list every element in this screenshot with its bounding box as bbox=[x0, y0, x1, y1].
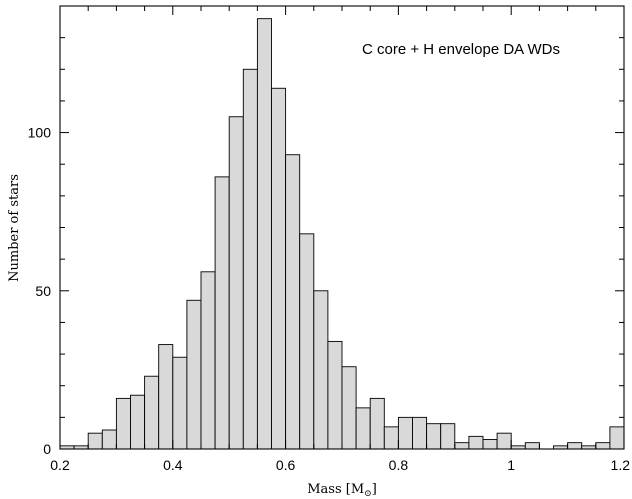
histogram-bar bbox=[412, 416, 428, 450]
histogram-bars bbox=[59, 18, 625, 450]
histogram-bar bbox=[369, 397, 385, 450]
histogram-bar bbox=[454, 442, 470, 450]
histogram-bar bbox=[101, 429, 117, 450]
histogram-bar bbox=[130, 394, 146, 450]
y-tick-label: 0 bbox=[43, 441, 51, 457]
histogram-bar bbox=[524, 442, 540, 450]
x-tick-label: 0.2 bbox=[50, 457, 70, 473]
histogram-bar bbox=[87, 432, 103, 450]
x-tick-label: 0.8 bbox=[389, 457, 409, 473]
histogram-bar bbox=[256, 18, 272, 450]
axis-ticks bbox=[59, 5, 625, 450]
histogram-bar bbox=[496, 432, 512, 450]
y-axis-title: Number of stars bbox=[7, 174, 22, 282]
histogram-bar bbox=[567, 442, 583, 450]
x-tick-labels: 0.2 0.4 0.6 0.8 1 1.2 bbox=[50, 457, 630, 473]
histogram-bar bbox=[355, 407, 371, 450]
histogram-bar bbox=[341, 366, 357, 450]
histogram-bar bbox=[242, 68, 258, 450]
histogram-bar bbox=[609, 426, 625, 450]
x-tick-label: 1 bbox=[507, 457, 515, 473]
histogram-bar bbox=[214, 176, 230, 450]
histogram-bar bbox=[285, 154, 301, 450]
histogram-bar bbox=[172, 356, 188, 450]
histogram-bar bbox=[228, 116, 244, 450]
y-tick-label: 100 bbox=[28, 125, 52, 141]
histogram-bar bbox=[327, 340, 343, 450]
histogram-bar bbox=[440, 423, 456, 450]
x-tick-label: 0.6 bbox=[276, 457, 296, 473]
histogram-bar bbox=[271, 87, 287, 450]
x-tick-label: 1.2 bbox=[611, 457, 631, 473]
x-axis-title-subscript: ⊙ bbox=[364, 489, 372, 499]
histogram-bar bbox=[158, 344, 174, 450]
histogram-bar bbox=[482, 439, 498, 450]
histogram-bar bbox=[468, 435, 484, 450]
histogram-bar bbox=[313, 290, 329, 450]
histogram-bar bbox=[144, 375, 160, 450]
histogram-bar bbox=[200, 271, 216, 450]
y-tick-label: 50 bbox=[35, 283, 51, 299]
histogram-bar bbox=[186, 299, 202, 450]
x-axis-title-close: ] bbox=[372, 482, 377, 497]
histogram-bar bbox=[383, 426, 399, 450]
histogram-bar bbox=[299, 233, 315, 450]
histogram-bar bbox=[595, 442, 611, 450]
y-tick-labels: 0 50 100 bbox=[28, 125, 52, 457]
histogram-bar bbox=[397, 416, 413, 450]
chart-annotation: C core + H envelope DA WDs bbox=[362, 41, 560, 58]
x-axis-title: Mass [M⊙] bbox=[307, 482, 377, 499]
histogram-bar bbox=[115, 397, 131, 450]
histogram-bar bbox=[426, 423, 442, 450]
x-tick-label: 0.4 bbox=[163, 457, 183, 473]
x-axis-title-main: Mass [M bbox=[307, 482, 364, 497]
